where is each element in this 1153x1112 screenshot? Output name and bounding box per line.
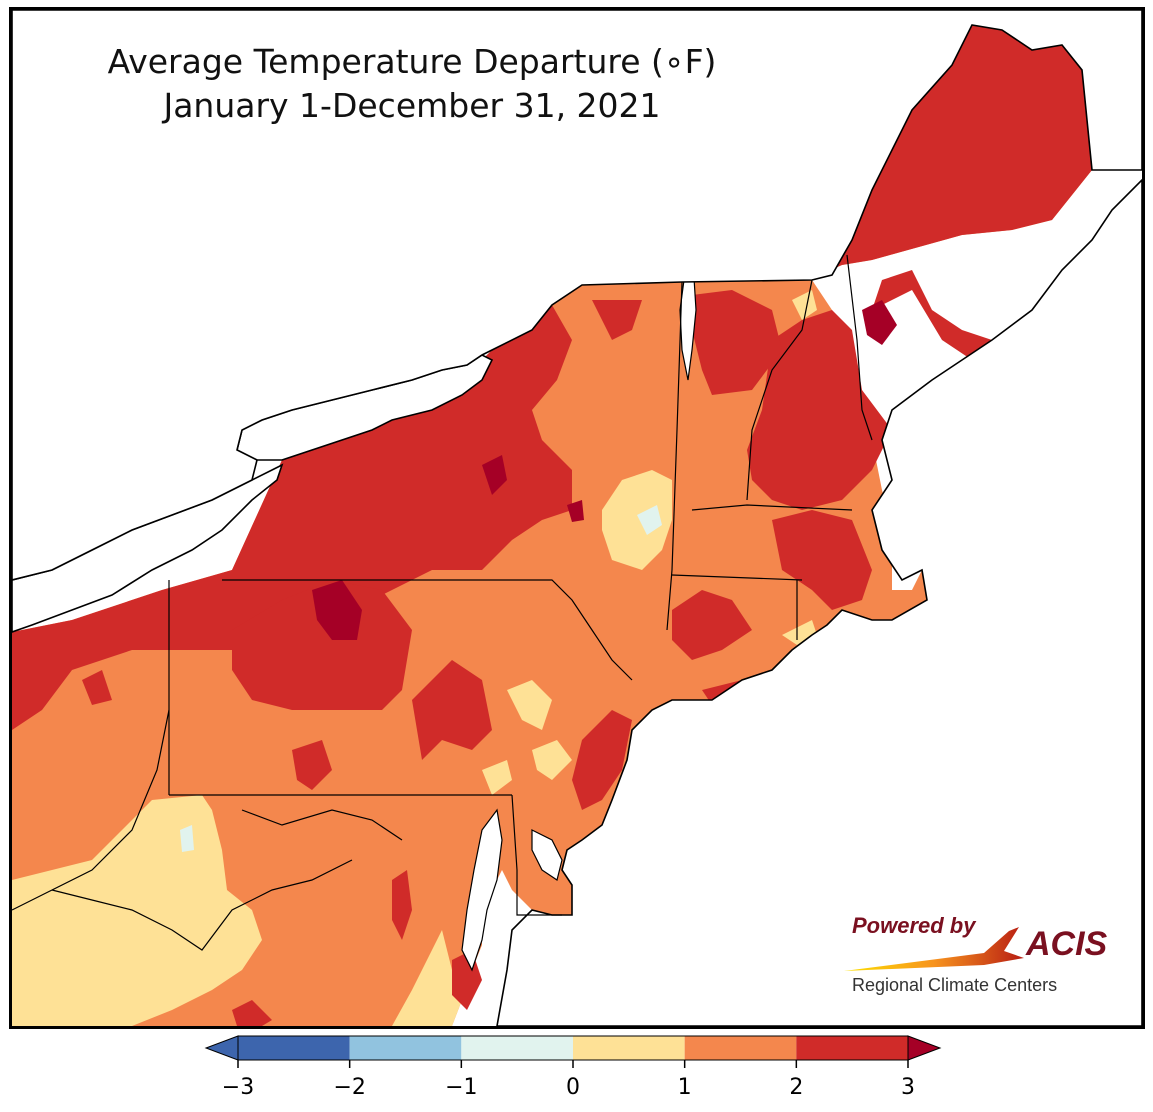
band-2-3-va-coast (452, 950, 482, 1010)
band-0-1-central-ny (602, 470, 672, 570)
title-line-2: January 1-December 31, 2021 (163, 86, 661, 125)
band-neg1-0-central-ny (637, 505, 662, 535)
legend-tick-label: 2 (789, 1075, 803, 1100)
band-neg1-0-virginia (180, 825, 194, 852)
wv-va-border (51, 859, 353, 951)
canada-region (12, 10, 1142, 581)
legend-bin (349, 1036, 462, 1060)
ny-vt-border (666, 281, 683, 631)
de-border (511, 794, 562, 916)
band-3-plus-ny2 (567, 500, 584, 522)
band-2-3-md (392, 870, 412, 940)
legend-tick-label: −1 (445, 1075, 477, 1100)
legend-bin (461, 1036, 573, 1060)
color-legend: −3 −2 −1 0 1 2 3 (204, 1035, 942, 1100)
band-2-3-wv (232, 1000, 272, 1026)
band-3-plus-ny (482, 455, 507, 495)
band-0-1-vt (792, 290, 817, 320)
nh-me-border (846, 254, 873, 441)
legend-bin (684, 1036, 797, 1060)
map-title: Average Temperature Departure (∘F) Janua… (42, 40, 782, 128)
atlantic-ocean (496, 178, 1142, 1026)
band-2-3-pa-south (292, 740, 332, 790)
vt-nh-border (746, 279, 813, 501)
band-0-1-south (392, 930, 462, 1026)
band-0-1-pa-s (532, 740, 572, 780)
band-2-3-pa-east (412, 660, 492, 760)
delaware-bay (531, 829, 563, 881)
ct-north-border (671, 574, 803, 581)
band-2-3-ny-east (592, 300, 642, 340)
legend-under-arrow (204, 1035, 239, 1061)
band-2-3-vt (692, 290, 782, 395)
acis-text: ACIS (1025, 925, 1108, 963)
regional-climate-centers-text: Regional Climate Centers (852, 975, 1057, 995)
band-0-1-nj (482, 760, 512, 795)
band-0-1-southwest (12, 795, 262, 1026)
title-line-1: Average Temperature Departure (∘F) (107, 42, 717, 81)
acis-swoosh-icon (844, 927, 1024, 971)
legend-tick-label: 0 (566, 1075, 580, 1100)
acis-logo: Powered by ACIS Regional Climate Centers (844, 913, 1108, 995)
chesapeake-bay (461, 808, 503, 972)
oh-wv-border (12, 709, 170, 911)
legend-bin (796, 1036, 908, 1060)
band-2-3-oh (82, 670, 112, 705)
ny-pa-border (222, 579, 633, 681)
legend-tick-label: −3 (222, 1075, 254, 1100)
md-wv-border (241, 809, 403, 841)
band-2-3-ma (772, 510, 872, 610)
band-2-3-pa-central (232, 580, 412, 710)
band-2-3-nh (747, 310, 892, 510)
legend-bin (573, 1036, 685, 1060)
band-2-3-nj (572, 710, 632, 810)
temperature-departure-map (12, 10, 1142, 1026)
powered-by-text: Powered by (852, 913, 977, 938)
state-boundaries (12, 254, 873, 951)
band-2-3-ny-west (12, 305, 572, 730)
legend-tick-label: 3 (901, 1075, 915, 1100)
band-3-plus-me (862, 300, 897, 345)
legend-bin (238, 1036, 350, 1060)
band-2-3-maine (812, 25, 1092, 370)
band-0-1-pa-se (507, 680, 552, 730)
legend-over-arrow (907, 1035, 942, 1061)
legend-tick-label: 1 (678, 1075, 692, 1100)
ma-north-border (691, 504, 853, 511)
map-frame: Average Temperature Departure (∘F) Janua… (9, 7, 1145, 1029)
legend-tick-label: −2 (333, 1075, 365, 1100)
band-2-3-ct (672, 590, 752, 660)
band-3-plus-pa (312, 580, 362, 640)
